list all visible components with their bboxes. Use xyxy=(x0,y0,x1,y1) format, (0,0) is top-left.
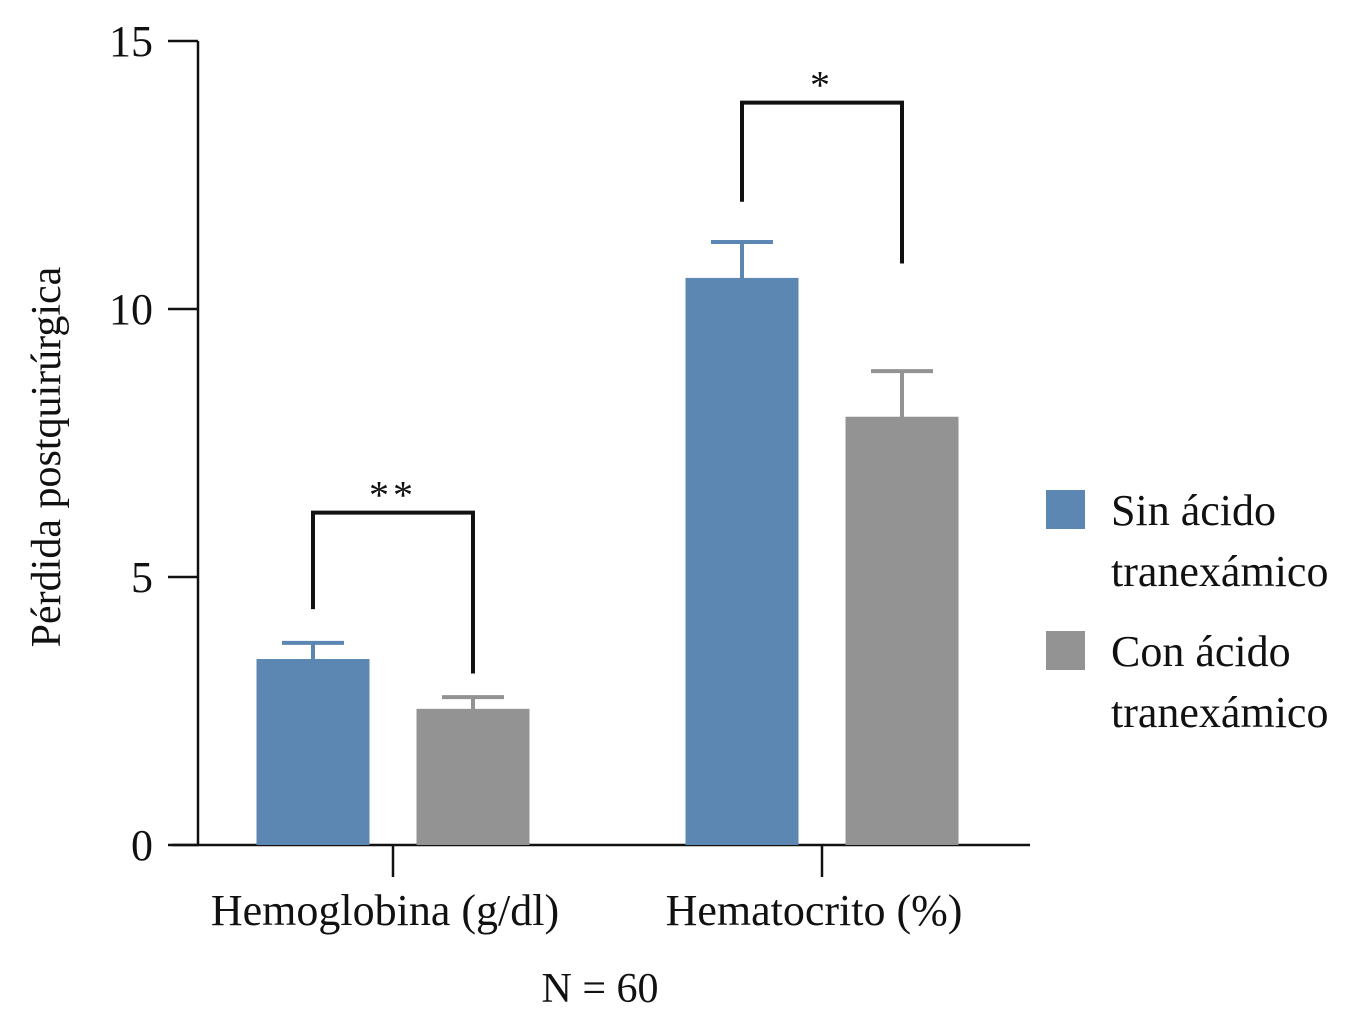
bar xyxy=(416,708,530,845)
y-axis-label: Pérdida postquirúrgica xyxy=(24,266,70,647)
bar xyxy=(685,277,799,845)
plot-area: 0 5 10 15 Hemoglobina (g/dl) Hematocrito (%) *… xyxy=(109,17,1328,935)
y-tick-label: 0 xyxy=(131,821,153,870)
significance-label: ** xyxy=(369,473,417,518)
x-tick-label: Hemoglobina (g/dl) xyxy=(211,886,559,935)
x-axis-label: N = 60 xyxy=(541,966,658,1012)
significance-label: * xyxy=(810,63,834,108)
x-tick-label: Hematocrito (%) xyxy=(666,886,963,935)
legend-swatch xyxy=(1046,631,1085,670)
y-tick-label: 5 xyxy=(131,553,153,602)
significance-bracket xyxy=(740,100,904,264)
significance-bracket xyxy=(311,510,475,674)
legend-swatch xyxy=(1046,490,1085,529)
legend-label: Con ácido xyxy=(1111,627,1291,676)
y-tick-label: 15 xyxy=(109,17,153,66)
legend-label: Sin ácido xyxy=(1111,486,1276,535)
legend-label: tranexámico xyxy=(1111,688,1328,737)
y-tick-label: 10 xyxy=(109,285,153,334)
bar xyxy=(845,416,959,845)
legend-label: tranexámico xyxy=(1111,547,1328,596)
bar xyxy=(256,659,370,845)
